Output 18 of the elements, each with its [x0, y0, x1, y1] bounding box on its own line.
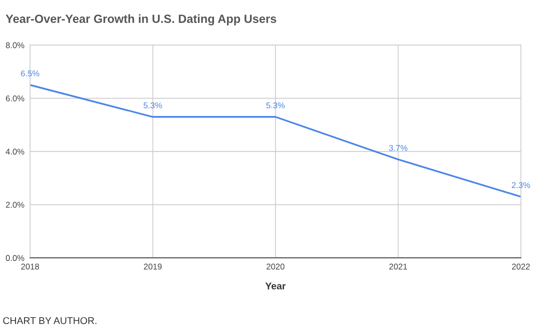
x-axis-title: Year	[265, 282, 286, 290]
data-label: 6.5%	[21, 70, 40, 76]
y-tick-label: 6.0%	[6, 95, 24, 102]
data-label: 5.3%	[144, 102, 162, 108]
y-tick-label: 4.0%	[6, 148, 24, 155]
y-tick-label: 0.0%	[6, 255, 24, 261]
text: CHART BY AUTHOR.	[3, 317, 96, 324]
chart-title: Year-Over-Year Growth in U.S. Dating App Users	[6, 14, 276, 26]
x-tick-label: 2018	[21, 264, 39, 270]
y-tick-label: 2.0%	[6, 202, 24, 208]
y-tick-label: 8.0%	[6, 42, 24, 48]
x-tick-label: 2020	[266, 264, 284, 270]
x-tick-label: 2021	[389, 264, 408, 270]
x-tick-label: 2022	[512, 264, 530, 270]
data-label: 2.3%	[512, 182, 530, 188]
data-label: 3.7%	[389, 144, 408, 151]
data-label: 5.3%	[266, 102, 285, 108]
x-tick-label: 2019	[144, 264, 162, 270]
